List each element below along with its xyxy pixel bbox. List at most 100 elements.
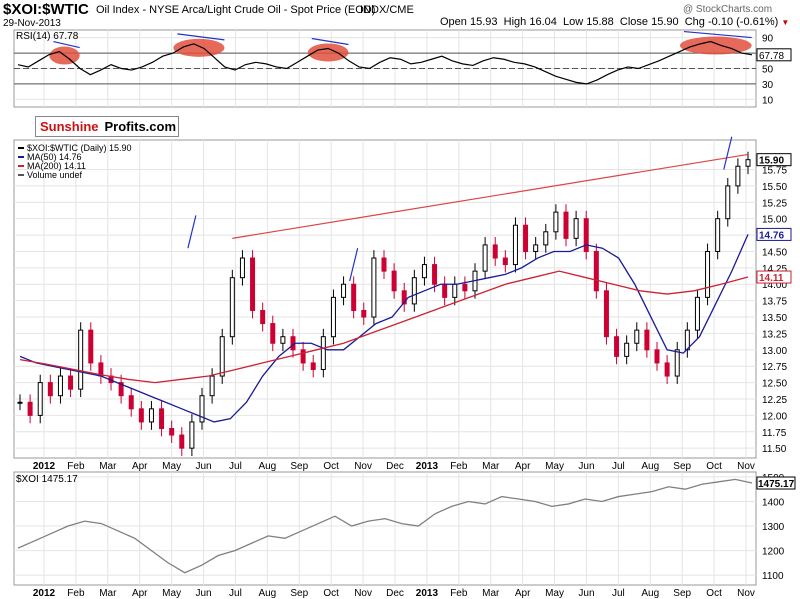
price-readout-box xyxy=(756,270,792,284)
price-candle-body xyxy=(27,401,33,416)
price-legend-entry: $XOI:$WTIC (Daily) 15.90 xyxy=(27,143,132,153)
price-y-tick-label: 12.25 xyxy=(762,395,787,406)
price-candle-body xyxy=(694,296,700,331)
price-candle-body xyxy=(371,257,377,318)
price-candle-body xyxy=(523,224,529,252)
price-candle-body xyxy=(138,408,144,423)
price-x-tick-label: Feb xyxy=(67,461,85,472)
price-candle-body xyxy=(118,382,124,397)
logo-part2: Profits.com xyxy=(104,119,177,134)
price-x-tick-label: Nov xyxy=(737,461,755,472)
price-candle-body xyxy=(88,329,94,364)
xoi-readout-text: 1475.17 xyxy=(758,479,795,490)
price-candle-body xyxy=(492,244,498,259)
price-x-tick-label: Jul xyxy=(612,461,625,472)
xoi-x-tick-label: Oct xyxy=(706,588,722,599)
price-candle-body xyxy=(229,277,235,338)
xoi-panel-frame xyxy=(13,471,757,586)
xoi-y-tick-label: 1100 xyxy=(762,571,784,582)
chg-value: -0.10 (-0.61%) xyxy=(707,16,779,28)
price-candle-body xyxy=(37,382,43,416)
price-x-tick-label: Mar xyxy=(99,461,117,472)
chart-date: 29-Nov-2013 xyxy=(3,18,61,29)
price-candle-body xyxy=(351,283,357,311)
chart-description: Oil Index - NYSE Arca/Light Crude Oil - … xyxy=(96,4,376,16)
price-x-tick-label: Nov xyxy=(354,461,372,472)
rsi-y-tick-label: 10 xyxy=(762,95,774,106)
price-candle-body xyxy=(654,349,660,364)
rsi-y-tick-label: 30 xyxy=(762,80,774,91)
open-value: 15.93 xyxy=(469,16,498,28)
price-y-tick-label: 13.75 xyxy=(762,297,787,308)
open-label: Open xyxy=(440,16,467,28)
rsi-divergence-line xyxy=(53,40,80,49)
price-y-tick-label: 15.50 xyxy=(762,182,787,193)
price-candle-body xyxy=(78,329,84,390)
chart-exchange: INDX/CME xyxy=(360,4,414,16)
price-candle-body xyxy=(462,283,468,292)
price-x-tick-label: Jun xyxy=(578,461,594,472)
price-y-tick-label: 13.50 xyxy=(762,313,787,324)
xoi-x-tick-label: Aug xyxy=(258,588,276,599)
price-candle-body xyxy=(482,244,488,272)
price-candle-body xyxy=(452,283,458,298)
price-candle-body xyxy=(219,336,225,377)
price-readout-text: 15.90 xyxy=(759,156,784,167)
price-candle-body xyxy=(725,185,731,220)
xoi-x-tick-label: Mar xyxy=(482,588,500,599)
price-y-tick-label: 12.75 xyxy=(762,362,787,373)
price-candle-body xyxy=(533,244,539,252)
xoi-x-tick-label: Dec xyxy=(386,588,404,599)
xoi-x-tick-label: Mar xyxy=(99,588,117,599)
price-x-tick-label: May xyxy=(545,461,564,472)
chart-symbol: $XOI:$WTIC xyxy=(3,1,89,18)
price-readout-box xyxy=(756,227,792,241)
price-candle-body xyxy=(239,257,245,279)
rsi-divergence-line xyxy=(311,37,349,46)
price-divergence-line xyxy=(723,136,733,170)
price-candle-body xyxy=(624,342,630,357)
price-candle-body xyxy=(512,224,518,266)
price-y-tick-label: 14.00 xyxy=(762,280,787,291)
price-candle-body xyxy=(745,159,751,167)
high-value: 16.04 xyxy=(529,16,557,28)
price-y-tick-label: 11.75 xyxy=(762,428,787,439)
xoi-x-tick-label: Apr xyxy=(515,588,531,599)
xoi-readout-box xyxy=(756,476,796,490)
price-candle-body xyxy=(260,309,266,325)
price-candle-body xyxy=(543,231,549,246)
price-x-tick-label: Sep xyxy=(290,461,308,472)
price-candle-body xyxy=(563,211,569,239)
price-readout-box xyxy=(756,153,792,167)
rsi-y-tick-label: 90 xyxy=(762,34,774,45)
watermark: @ StockCharts.com xyxy=(683,4,773,15)
price-candle-body xyxy=(330,296,336,338)
price-candle-body xyxy=(421,264,427,279)
price-candle-body xyxy=(634,329,640,344)
low-value: 15.88 xyxy=(586,16,614,28)
xoi-x-tick-label: Jul xyxy=(612,588,625,599)
price-y-tick-label: 12.50 xyxy=(762,379,787,390)
xoi-y-tick-label: 1200 xyxy=(762,547,785,558)
price-candle-body xyxy=(159,408,165,429)
close-label: Close xyxy=(619,16,649,28)
rsi-readout-text: 67.78 xyxy=(759,51,784,62)
price-candle-body xyxy=(47,382,53,397)
rsi-divergence-line xyxy=(177,33,225,41)
price-candle-body xyxy=(128,395,134,410)
price-candle-body xyxy=(674,349,680,377)
rsi-overbought-highlight xyxy=(173,38,225,57)
price-x-tick-label: 2012 xyxy=(33,461,56,472)
price-y-tick-label: 15.75 xyxy=(762,166,787,177)
price-candle-body xyxy=(401,290,407,305)
xoi-x-tick-label: Jul xyxy=(229,588,242,599)
xoi-x-tick-label: Feb xyxy=(450,588,468,599)
price-x-tick-label: Oct xyxy=(706,461,722,472)
price-candle-body xyxy=(614,336,620,357)
price-candle-body xyxy=(432,264,438,285)
ma200-line xyxy=(19,270,749,384)
price-candle-body xyxy=(169,427,175,436)
price-candle-body xyxy=(189,421,195,449)
price-x-tick-label: Aug xyxy=(258,461,276,472)
price-candle-body xyxy=(199,395,205,423)
